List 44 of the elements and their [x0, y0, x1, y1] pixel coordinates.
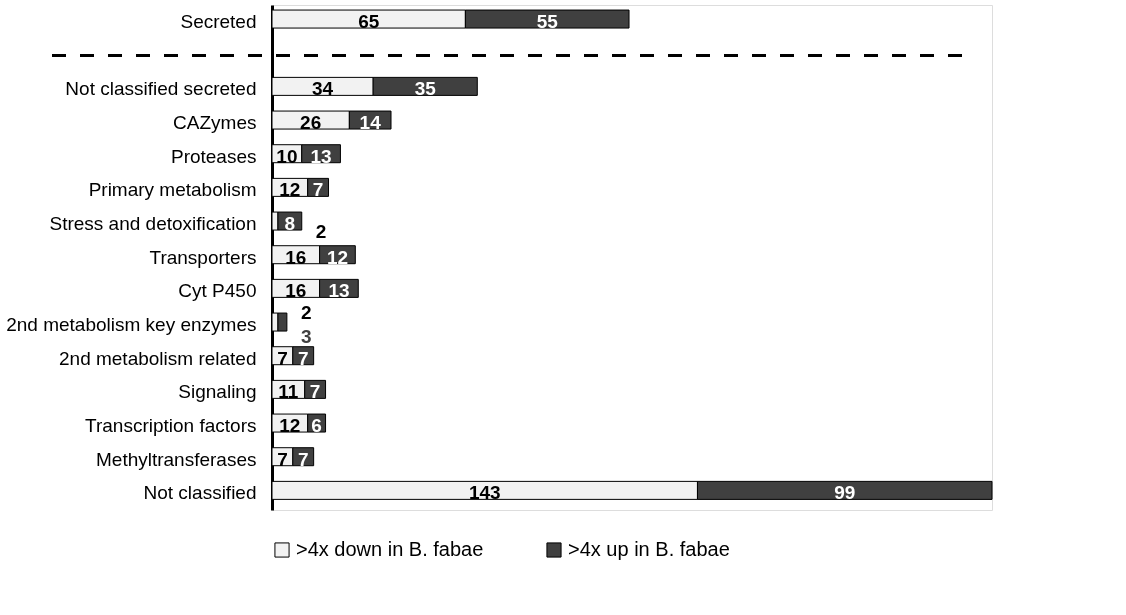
data-label: 10	[276, 145, 298, 167]
data-label: 34	[312, 78, 334, 100]
y-tick-label: Not classified	[143, 482, 257, 504]
data-label: 12	[279, 179, 301, 201]
y-tick-label: Stress and detoxification	[49, 212, 257, 234]
y-tick-label: Secreted	[180, 10, 257, 32]
y-tick-label: Transcription factors	[85, 414, 257, 436]
data-label: 7	[277, 347, 288, 369]
data-label: 6	[311, 414, 322, 436]
y-tick-label: Signaling	[178, 381, 257, 403]
y-tick-label: Proteases	[170, 145, 257, 167]
y-tick-label: Primary metabolism	[88, 179, 257, 201]
data-label: 7	[297, 448, 309, 470]
data-label: 2	[315, 220, 327, 242]
data-label: 3	[300, 325, 312, 347]
data-label: 7	[297, 347, 309, 369]
data-label: 65	[358, 10, 380, 32]
y-tick-label: 2nd metabolism key enzymes	[6, 313, 257, 335]
data-label: 143	[468, 482, 501, 504]
data-label: 14	[359, 111, 382, 133]
data-label: 13	[310, 145, 332, 167]
data-label: 2	[300, 302, 312, 324]
y-tick-label: Not classified secreted	[65, 78, 257, 100]
y-tick-label: CAZymes	[173, 111, 257, 133]
y-tick-label: Cyt P450	[178, 280, 257, 302]
data-label: 12	[326, 246, 349, 268]
data-label: 55	[536, 10, 559, 32]
data-label: 7	[309, 381, 321, 403]
data-label: 26	[300, 111, 322, 133]
data-label: 13	[328, 280, 350, 302]
legend-label: >4x down in B. fabae	[296, 538, 484, 560]
data-label: 8	[284, 212, 296, 234]
data-label: 7	[312, 179, 324, 201]
data-label: 99	[834, 482, 856, 504]
data-label: 35	[414, 78, 437, 100]
y-tick-label: 2nd metabolism related	[59, 347, 257, 369]
data-label: 7	[277, 448, 288, 470]
y-tick-label: Methyltransferases	[95, 448, 257, 470]
legend-label: >4x up in B. fabae	[568, 538, 730, 560]
y-tick-label: Transporters	[149, 246, 257, 268]
data-label: 12	[279, 414, 301, 436]
data-label: 11	[278, 381, 299, 403]
data-label: 16	[285, 280, 307, 302]
data-label: 16	[285, 246, 307, 268]
